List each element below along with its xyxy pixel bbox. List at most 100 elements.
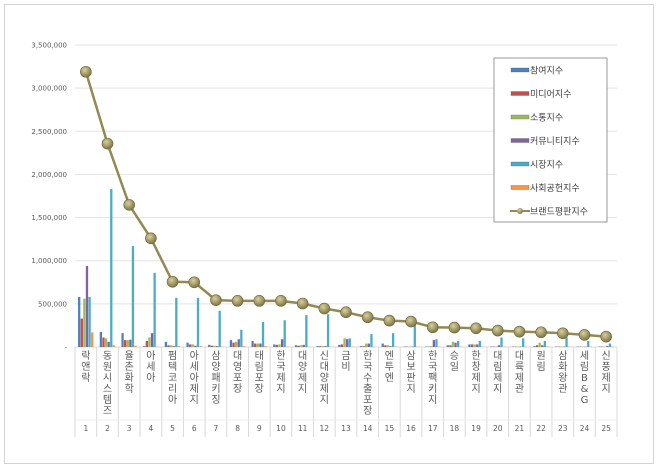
line-marker bbox=[101, 137, 114, 150]
rank-label: 6 bbox=[192, 424, 197, 433]
line-marker bbox=[318, 302, 331, 315]
bar-미디어지수 bbox=[80, 318, 83, 347]
category-label-char: 제 bbox=[320, 383, 329, 395]
line-marker bbox=[340, 306, 352, 319]
category-label-char: 삼 bbox=[211, 350, 220, 362]
category-label-char: 엔 bbox=[385, 350, 394, 362]
bar-미디어지수 bbox=[384, 345, 387, 347]
rank-label: 25 bbox=[601, 424, 611, 433]
category-label-char: 포 bbox=[363, 395, 372, 406]
bar-소통지수 bbox=[451, 341, 455, 347]
category-label-char: 림 bbox=[493, 361, 502, 373]
category-label-char: 삼 bbox=[558, 350, 567, 362]
bar-시장지수 bbox=[218, 310, 221, 347]
category-label-char: 키 bbox=[428, 383, 437, 395]
legend-swatch bbox=[510, 138, 530, 143]
bar-시장지수 bbox=[131, 246, 135, 347]
category-label-char: 제 bbox=[471, 372, 480, 384]
bar-소통지수 bbox=[365, 343, 368, 347]
category-label-char: 아 bbox=[190, 372, 199, 384]
bar-시장지수 bbox=[261, 321, 265, 347]
bar-참여지수 bbox=[273, 344, 276, 347]
line-marker bbox=[556, 327, 569, 340]
category-label-char: 아 bbox=[146, 350, 155, 362]
y-tick-label: 2,500,000 bbox=[31, 128, 67, 136]
category-label-char: 펌 bbox=[168, 350, 177, 362]
bar-소통지수 bbox=[430, 346, 433, 347]
bar-미디어지수 bbox=[189, 344, 192, 347]
category-label-char: 대 bbox=[493, 350, 502, 362]
y-tick-label: 3,500,000 bbox=[31, 42, 67, 50]
rank-label: 10 bbox=[276, 424, 286, 433]
bar-미디어지수 bbox=[319, 346, 322, 347]
category-label-char: 동 bbox=[103, 350, 112, 362]
category-label-char: 리 bbox=[168, 383, 177, 395]
category-label-char: 락 bbox=[81, 350, 90, 362]
category-label-char: 출 bbox=[363, 383, 372, 395]
category-label-char: 대 bbox=[320, 361, 329, 373]
bar-미디어지수 bbox=[124, 340, 127, 347]
bar-커뮤니티지수 bbox=[324, 346, 327, 347]
bar-미디어지수 bbox=[449, 345, 452, 347]
bar-커뮤니티지수 bbox=[85, 265, 89, 347]
bar-시장지수 bbox=[175, 297, 178, 347]
category-label-char: 창 bbox=[471, 361, 480, 373]
bar-커뮤니티지수 bbox=[237, 339, 240, 347]
bar-미디어지수 bbox=[275, 344, 279, 347]
bar-미디어지수 bbox=[297, 345, 300, 347]
category-label-char: 화 bbox=[125, 372, 134, 384]
bar-소통지수 bbox=[343, 338, 346, 347]
bar-커뮤니티지수 bbox=[194, 345, 197, 347]
category-label-char: 지 bbox=[190, 394, 199, 406]
line-marker bbox=[491, 324, 504, 337]
category-label-char: 대 bbox=[298, 350, 307, 362]
bar-커뮤니티지수 bbox=[150, 333, 154, 347]
bar-사회공헌지수 bbox=[177, 346, 181, 347]
line-marker bbox=[253, 295, 266, 307]
category-label-char: 키 bbox=[211, 383, 220, 395]
bar-참여지수 bbox=[164, 341, 168, 347]
bar-시장지수 bbox=[88, 296, 91, 347]
bar-미디어지수 bbox=[232, 342, 235, 347]
bar-미디어지수 bbox=[167, 345, 170, 347]
line-marker bbox=[470, 322, 482, 335]
rank-label: 9 bbox=[257, 424, 262, 433]
bar-시장지수 bbox=[435, 339, 438, 347]
category-label-char: 장 bbox=[233, 383, 242, 395]
category-label-char: 지 bbox=[406, 383, 415, 395]
bar-시장지수 bbox=[370, 334, 373, 347]
category-label-char: 화 bbox=[558, 361, 567, 373]
category-label-char: 지 bbox=[276, 383, 285, 395]
category-label-char: 원 bbox=[103, 361, 112, 373]
bar-시장지수 bbox=[348, 338, 351, 347]
bar-시장지수 bbox=[457, 340, 460, 347]
bar-커뮤니티지수 bbox=[129, 339, 132, 347]
category-label-char: 신 bbox=[602, 350, 611, 362]
bar-시장지수 bbox=[608, 343, 612, 347]
y-tick-label: 1,500,000 bbox=[31, 214, 67, 222]
line-marker bbox=[123, 199, 135, 211]
rank-label: 1 bbox=[83, 424, 88, 433]
bar-참여지수 bbox=[99, 331, 103, 347]
bar-소통지수 bbox=[169, 345, 173, 347]
line-marker bbox=[275, 295, 287, 307]
category-label-char: & bbox=[581, 384, 589, 395]
bar-참여지수 bbox=[78, 296, 81, 347]
category-label-char: 한 bbox=[276, 350, 285, 362]
category-label-char: 장 bbox=[255, 383, 264, 395]
bar-커뮤니티지수 bbox=[215, 346, 219, 347]
category-label-char: 국 bbox=[276, 361, 285, 373]
bar-커뮤니티지수 bbox=[389, 346, 392, 347]
category-label-char: 륙 bbox=[515, 361, 524, 373]
line-marker bbox=[405, 315, 417, 328]
rank-label: 20 bbox=[493, 424, 503, 433]
line-marker bbox=[166, 275, 179, 288]
line-marker bbox=[80, 65, 92, 78]
category-label-char: 아 bbox=[146, 372, 155, 384]
category-label-char: 시 bbox=[103, 372, 112, 384]
bar-커뮤니티지수 bbox=[432, 340, 436, 347]
bar-시장지수 bbox=[391, 333, 395, 347]
bar-커뮤니티지수 bbox=[280, 339, 284, 347]
bar-시장지수 bbox=[153, 272, 156, 347]
category-label-char: 관 bbox=[515, 383, 524, 395]
